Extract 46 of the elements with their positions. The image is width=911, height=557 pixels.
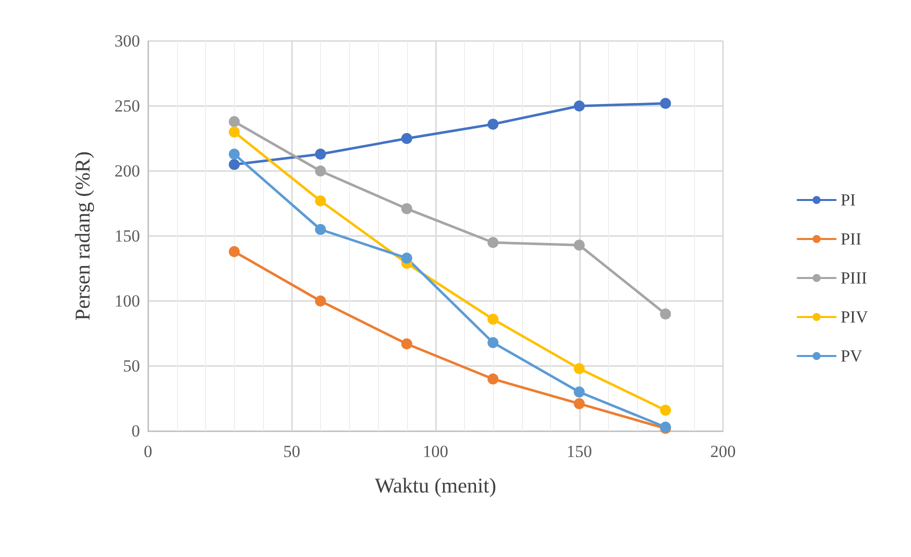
legend-label: PV <box>840 346 864 366</box>
point <box>401 203 412 214</box>
x-axis-title: Waktu (menit) <box>374 474 496 498</box>
legend-label: PIII <box>840 268 868 288</box>
y-tick-label: 50 <box>123 356 140 376</box>
y-tick-label: 300 <box>114 32 140 50</box>
point <box>488 314 498 325</box>
y-tick-label: 0 <box>132 422 140 440</box>
x-tick-label: 200 <box>710 442 736 461</box>
y-axis-title: Persen radang (%R) <box>70 151 94 321</box>
x-tick-label: 150 <box>566 442 592 461</box>
point <box>488 118 498 130</box>
point <box>401 338 412 350</box>
point <box>401 252 412 264</box>
point <box>228 148 240 160</box>
point <box>488 337 498 348</box>
point <box>315 195 326 206</box>
point <box>574 100 585 112</box>
point <box>228 126 240 138</box>
point <box>488 237 498 248</box>
point <box>315 166 326 176</box>
point <box>660 308 671 320</box>
point <box>228 246 240 258</box>
y-tick-label: 250 <box>114 96 140 116</box>
point <box>574 386 585 398</box>
legend-label: PI <box>840 190 856 210</box>
point <box>660 98 671 109</box>
legend-label: PIV <box>840 308 869 326</box>
point <box>574 398 585 410</box>
point <box>228 116 240 128</box>
x-tick-label: 50 <box>283 442 300 461</box>
legend-label: PII <box>840 230 862 248</box>
point <box>401 133 412 144</box>
y-tick-label: 150 <box>114 226 140 246</box>
point <box>574 240 585 251</box>
point <box>315 224 326 235</box>
point <box>488 374 498 384</box>
point <box>315 296 326 306</box>
y-tick-label: 100 <box>114 292 140 310</box>
x-tick-label: 0 <box>144 442 152 461</box>
x-tick-label: 100 <box>422 442 448 461</box>
point <box>660 404 671 416</box>
point <box>315 148 326 160</box>
y-tick-label: 200 <box>114 162 140 180</box>
point <box>228 159 240 170</box>
point <box>574 363 585 374</box>
